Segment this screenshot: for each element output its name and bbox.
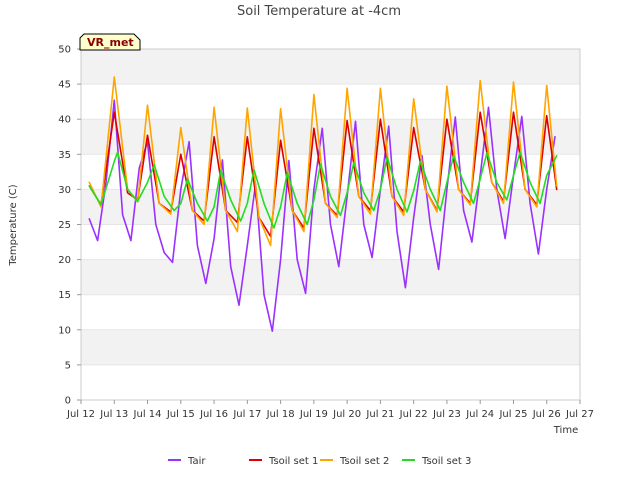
badge-text: VR_met xyxy=(87,36,134,49)
plot-band xyxy=(81,364,580,400)
x-tick-label: Jul 27 xyxy=(565,409,594,420)
legend-label: Tsoil set 1 xyxy=(268,456,318,467)
y-tick-label: 0 xyxy=(65,396,71,407)
legend-label: Tair xyxy=(187,456,206,467)
y-tick-label: 15 xyxy=(58,290,71,301)
y-tick-label: 45 xyxy=(58,80,71,91)
x-tick-label: Jul 26 xyxy=(532,409,561,420)
station-badge: VR_met xyxy=(79,33,141,51)
x-axis-label: Time xyxy=(553,425,578,436)
x-tick-label: Jul 16 xyxy=(199,409,228,420)
x-tick-label: Jul 18 xyxy=(266,409,295,420)
x-tick-label: Jul 25 xyxy=(498,409,527,420)
series-layer xyxy=(88,76,558,332)
y-tick-label: 20 xyxy=(58,255,71,266)
x-axis-ticks: Jul 12 Jul 13 Jul 14 Jul 15 Jul 16 Jul 17 Jul … xyxy=(66,400,594,420)
x-tick-label: Jul 24 xyxy=(465,409,494,420)
x-tick-label: Jul 15 xyxy=(166,409,195,420)
x-tick-label: Jul 19 xyxy=(299,409,328,420)
x-tick-label: Jul 23 xyxy=(432,409,461,420)
legend-label: Tsoil set 3 xyxy=(421,456,471,467)
badge-box xyxy=(79,33,141,51)
y-tick-label: 40 xyxy=(58,115,71,126)
y-tick-label: 5 xyxy=(65,360,71,371)
x-tick-label: Jul 17 xyxy=(232,409,261,420)
plot-band xyxy=(81,119,580,155)
x-tick-label: Jul 22 xyxy=(399,409,428,420)
y-tick-label: 35 xyxy=(58,150,71,161)
plot-band xyxy=(81,329,580,365)
y-axis-ticks: 0 5 10 15 20 25 30 35 40 45 50 xyxy=(58,45,81,407)
x-tick-label: Jul 14 xyxy=(133,409,162,420)
y-tick-label: 10 xyxy=(58,325,71,336)
x-tick-label: Jul 21 xyxy=(365,409,394,420)
series-line-0 xyxy=(88,99,556,332)
x-tick-label: Jul 20 xyxy=(332,409,361,420)
chart-title: Soil Temperature at -4cm xyxy=(237,4,401,19)
series-line-3 xyxy=(88,151,558,229)
y-tick-label: 25 xyxy=(58,220,71,231)
y-axis-label: Temperature (C) xyxy=(8,184,19,266)
plot-band xyxy=(81,49,580,85)
plot-band xyxy=(81,259,580,295)
plot-band xyxy=(81,224,580,260)
y-tick-label: 30 xyxy=(58,185,71,196)
x-tick-label: Jul 12 xyxy=(66,409,95,420)
legend: Tair Tsoil set 1 Tsoil set 2 Tsoil set 3 xyxy=(168,456,471,467)
y-tick-label: 50 xyxy=(58,45,71,56)
plot-band xyxy=(81,84,580,120)
series-line-2 xyxy=(88,76,558,247)
plot-background xyxy=(81,49,580,400)
plot-band xyxy=(81,294,580,330)
legend-label: Tsoil set 2 xyxy=(339,456,389,467)
x-tick-label: Jul 13 xyxy=(99,409,128,420)
